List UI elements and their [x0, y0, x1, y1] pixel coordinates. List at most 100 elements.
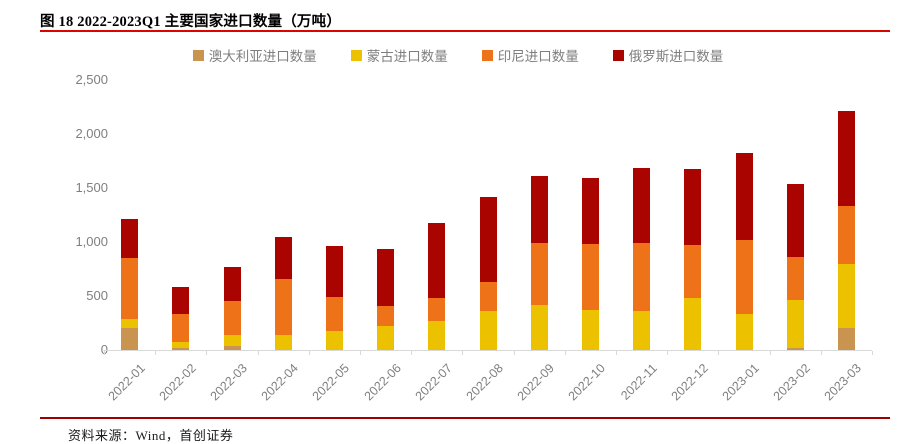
x-axis-label: 2022-03	[207, 361, 250, 404]
x-axis-label: 2023-02	[770, 361, 814, 404]
legend-item: 蒙古进口数量	[350, 45, 448, 65]
bar-segment	[684, 244, 702, 299]
legend-label: 印尼进口数量	[497, 49, 579, 64]
legend-label: 澳大利亚进口数量	[208, 49, 317, 64]
x-axis-label: 2022-04	[258, 361, 302, 404]
legend-swatch-icon	[481, 49, 493, 61]
y-tick-label: 2,000	[75, 126, 108, 141]
x-tick-mark	[872, 351, 873, 355]
chart-legend: 澳大利亚进口数量 蒙古进口数量 印尼进口数量 俄罗斯进口数量	[0, 45, 916, 65]
bar-segment	[581, 310, 599, 350]
x-axis-label: 2022-09	[514, 361, 558, 404]
y-tick-label: 0	[100, 342, 108, 357]
bar-segment	[377, 325, 395, 350]
bar-segment	[581, 243, 599, 311]
x-axis-label: 2023-03	[821, 361, 865, 404]
bar-segment	[121, 218, 139, 258]
bar-segment	[274, 278, 292, 336]
x-axis-label: 2022-01	[105, 361, 148, 404]
bar-segment	[633, 242, 651, 311]
legend-item: 澳大利亚进口数量	[192, 45, 317, 65]
bar-segment	[837, 110, 855, 206]
x-tick-mark	[718, 351, 720, 355]
bar-segment	[325, 331, 343, 350]
bar-segment	[121, 257, 139, 320]
bar-segment	[479, 281, 497, 312]
bar-segment	[735, 152, 753, 240]
bar-segment	[530, 176, 548, 244]
bar-segment	[325, 245, 343, 298]
bar-segment	[633, 310, 651, 350]
legend-label: 俄罗斯进口数量	[628, 49, 724, 64]
bar-segment	[735, 239, 753, 314]
title-rule	[40, 30, 890, 32]
x-axis-label: 2022-08	[463, 361, 506, 404]
bar-segment	[172, 314, 190, 342]
x-tick-mark	[411, 351, 413, 355]
x-axis-label: 2022-05	[309, 361, 353, 404]
bar-segment	[581, 177, 599, 244]
legend-item: 印尼进口数量	[481, 45, 579, 65]
plot-area	[104, 80, 872, 351]
x-tick-mark	[769, 351, 771, 355]
x-axis-label: 2022-10	[565, 361, 609, 404]
source-note: 资料来源：Wind，首创证券	[68, 428, 234, 443]
bar-segment	[121, 319, 139, 329]
legend-swatch-icon	[612, 49, 624, 61]
figure-title: 图 18 2022-2023Q1 主要国家进口数量（万吨）	[40, 14, 342, 30]
bar-segment	[428, 223, 446, 299]
bar-segment	[633, 167, 651, 243]
x-axis-label: 2022-11	[617, 361, 660, 403]
bar-segment	[274, 237, 292, 279]
legend-swatch-icon	[192, 49, 204, 61]
x-axis-label: 2023-01	[719, 361, 762, 404]
x-tick-mark	[155, 351, 157, 355]
legend-swatch-icon	[350, 49, 362, 61]
bar-segment	[428, 298, 446, 321]
bar-segment	[786, 347, 804, 350]
bar-segment	[223, 301, 241, 335]
x-tick-mark	[104, 351, 105, 355]
bar-segment	[837, 205, 855, 265]
x-tick-mark	[820, 351, 822, 355]
x-tick-mark	[360, 351, 361, 355]
x-axis-label: 2022-07	[412, 361, 455, 404]
x-axis-label: 2022-02	[156, 361, 199, 404]
x-tick-mark	[308, 351, 310, 355]
y-tick-label: 2,500	[75, 72, 108, 87]
legend-label: 蒙古进口数量	[366, 49, 448, 64]
x-axis-label: 2022-06	[361, 361, 404, 404]
bar-segment	[837, 264, 855, 328]
bar-segment	[172, 348, 190, 350]
bar-segment	[735, 313, 753, 350]
bar-segment	[786, 256, 804, 300]
bar-segment	[530, 304, 548, 350]
bar-segment	[172, 286, 190, 315]
x-tick-mark	[513, 351, 515, 355]
legend-item: 俄罗斯进口数量	[612, 45, 724, 65]
bar-segment	[786, 183, 804, 257]
x-tick-mark	[257, 351, 259, 355]
bar-segment	[274, 335, 292, 350]
bar-segment	[172, 341, 190, 349]
y-tick-label: 500	[86, 288, 108, 303]
bar-segment	[223, 267, 241, 302]
bar-segment	[837, 327, 855, 350]
x-axis-label: 2022-12	[668, 361, 711, 404]
x-tick-mark	[667, 351, 669, 355]
y-tick-label: 1,000	[75, 234, 108, 249]
footer-rule	[40, 417, 890, 419]
bar-segment	[223, 346, 241, 350]
y-tick-label: 1,500	[75, 180, 108, 195]
x-tick-mark	[206, 351, 208, 355]
bar-segment	[786, 299, 804, 348]
bar-segment	[530, 243, 548, 305]
bar-segment	[428, 320, 446, 350]
x-tick-mark	[616, 351, 617, 355]
bar-segment	[479, 311, 497, 350]
x-tick-mark	[462, 351, 464, 355]
bar-segment	[684, 298, 702, 350]
x-axis: 2022-01 2022-02 2022-03 2022-04 2022-05 2022-…	[104, 351, 873, 411]
bar-segment	[377, 249, 395, 307]
